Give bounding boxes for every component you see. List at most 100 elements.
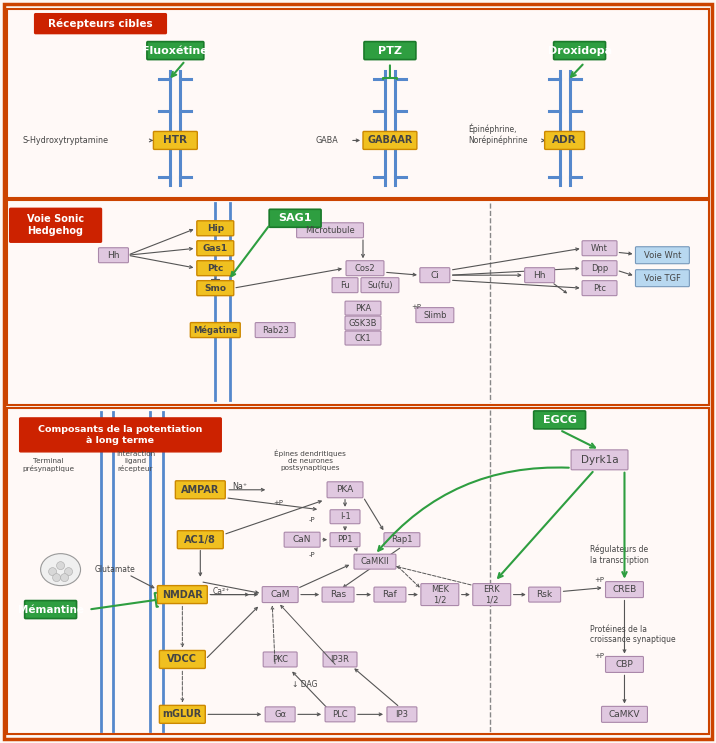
FancyBboxPatch shape [327, 481, 363, 498]
FancyBboxPatch shape [332, 278, 358, 293]
FancyBboxPatch shape [361, 278, 399, 293]
FancyBboxPatch shape [197, 241, 233, 256]
FancyBboxPatch shape [533, 411, 586, 429]
Circle shape [64, 568, 72, 576]
Text: -P: -P [309, 516, 316, 523]
FancyBboxPatch shape [265, 707, 295, 722]
Text: CaM: CaM [271, 590, 290, 599]
Text: Gα: Gα [274, 710, 286, 719]
FancyBboxPatch shape [571, 450, 628, 470]
Text: MEK
1/2: MEK 1/2 [431, 585, 449, 604]
Text: Microtubule: Microtubule [305, 226, 355, 235]
FancyBboxPatch shape [99, 247, 128, 263]
FancyBboxPatch shape [345, 301, 381, 315]
FancyBboxPatch shape [255, 322, 295, 337]
Text: Mémantine: Mémantine [18, 605, 84, 614]
FancyBboxPatch shape [525, 267, 555, 282]
Text: Ptc: Ptc [207, 264, 223, 273]
Text: PKA: PKA [355, 304, 371, 313]
Text: Fluoxétine: Fluoxétine [142, 45, 208, 56]
FancyBboxPatch shape [582, 281, 617, 296]
Text: ↓ DAG: ↓ DAG [292, 680, 318, 689]
FancyBboxPatch shape [330, 510, 360, 524]
FancyBboxPatch shape [19, 418, 221, 452]
FancyBboxPatch shape [160, 650, 205, 669]
FancyBboxPatch shape [421, 583, 459, 606]
Text: GSK3B: GSK3B [349, 319, 377, 328]
Text: Ca²⁺: Ca²⁺ [212, 587, 230, 596]
Text: CaMKV: CaMKV [609, 710, 640, 719]
Text: Composants de la potentiation
à long terme: Composants de la potentiation à long ter… [38, 425, 203, 445]
Text: S-Hydroxytryptamine: S-Hydroxytryptamine [23, 136, 109, 145]
Text: SAG1: SAG1 [279, 213, 312, 224]
Text: Ptc: Ptc [593, 284, 606, 293]
FancyBboxPatch shape [354, 554, 396, 569]
FancyBboxPatch shape [322, 587, 354, 602]
Text: Fu: Fu [340, 281, 350, 290]
FancyBboxPatch shape [197, 221, 233, 236]
Text: +P: +P [594, 653, 604, 660]
FancyBboxPatch shape [296, 223, 364, 238]
FancyBboxPatch shape [363, 132, 417, 149]
FancyBboxPatch shape [416, 308, 454, 322]
Text: I-1: I-1 [339, 512, 350, 522]
Text: GABAAR: GABAAR [367, 135, 412, 146]
FancyBboxPatch shape [323, 652, 357, 667]
FancyBboxPatch shape [606, 657, 644, 672]
Text: Rsk: Rsk [536, 590, 553, 599]
Text: Gas1: Gas1 [203, 244, 228, 253]
FancyBboxPatch shape [158, 585, 208, 603]
Text: IP3: IP3 [395, 710, 408, 719]
Text: NMDAR: NMDAR [162, 590, 203, 600]
Text: AMPAR: AMPAR [181, 484, 220, 495]
FancyBboxPatch shape [364, 42, 416, 59]
Circle shape [49, 568, 57, 576]
FancyBboxPatch shape [190, 322, 241, 337]
Text: +P: +P [411, 304, 421, 310]
FancyBboxPatch shape [175, 481, 226, 499]
Text: Voie TGF: Voie TGF [644, 273, 681, 282]
Text: IP3R: IP3R [331, 655, 349, 664]
Text: Interaction
ligand
récepteur: Interaction ligand récepteur [116, 451, 155, 473]
FancyBboxPatch shape [582, 241, 617, 256]
FancyBboxPatch shape [6, 408, 710, 734]
FancyBboxPatch shape [263, 652, 297, 667]
FancyBboxPatch shape [553, 42, 606, 59]
Text: Dyrk1a: Dyrk1a [581, 455, 619, 465]
Text: ERK
1/2: ERK 1/2 [483, 585, 500, 604]
Text: CREB: CREB [612, 585, 637, 594]
FancyBboxPatch shape [4, 4, 712, 739]
Text: Régulateurs de
la transcription: Régulateurs de la transcription [589, 545, 648, 565]
FancyBboxPatch shape [262, 586, 298, 603]
FancyBboxPatch shape [325, 707, 355, 722]
Text: CaMKII: CaMKII [361, 557, 390, 566]
Text: Slimb: Slimb [423, 311, 447, 319]
Text: Cos2: Cos2 [354, 264, 375, 273]
FancyBboxPatch shape [24, 600, 77, 618]
Text: Norépinéphrine: Norépinéphrine [468, 136, 527, 145]
FancyBboxPatch shape [197, 261, 233, 276]
FancyBboxPatch shape [545, 132, 584, 149]
FancyBboxPatch shape [6, 201, 710, 405]
FancyBboxPatch shape [6, 9, 710, 198]
Text: Hip: Hip [207, 224, 224, 233]
Text: Glutamate: Glutamate [95, 565, 136, 574]
FancyBboxPatch shape [374, 587, 406, 602]
Text: Ras: Ras [330, 590, 346, 599]
FancyBboxPatch shape [284, 532, 320, 547]
Text: PLC: PLC [332, 710, 348, 719]
FancyBboxPatch shape [269, 210, 321, 227]
Text: GABA: GABA [315, 136, 338, 145]
Text: Hh: Hh [533, 270, 546, 279]
Text: Hh: Hh [107, 250, 120, 260]
FancyBboxPatch shape [387, 707, 417, 722]
FancyBboxPatch shape [601, 707, 647, 722]
Text: Na⁺: Na⁺ [232, 482, 247, 491]
Text: Raf: Raf [382, 590, 397, 599]
Ellipse shape [41, 554, 80, 585]
FancyBboxPatch shape [10, 208, 102, 242]
Text: CaN: CaN [293, 535, 311, 544]
FancyBboxPatch shape [528, 587, 561, 602]
Text: CK1: CK1 [354, 334, 372, 343]
Text: Su(fu): Su(fu) [367, 281, 392, 290]
